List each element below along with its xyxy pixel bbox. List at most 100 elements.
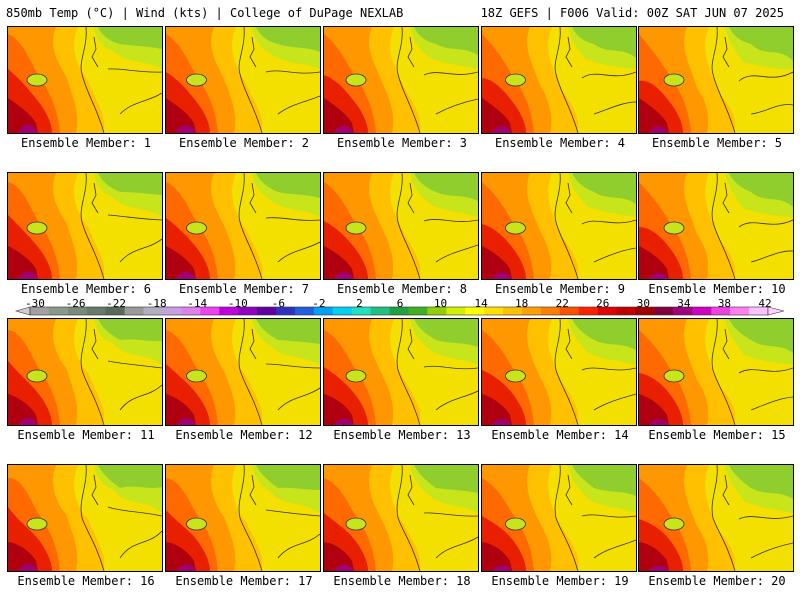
temperature-map <box>639 173 793 279</box>
contour-line <box>750 542 793 559</box>
colorbar-segment <box>616 307 637 315</box>
warm-pocket-contour <box>346 74 366 86</box>
contour-line <box>119 530 162 559</box>
colorbar-segment <box>692 307 712 315</box>
warm-pocket-outline <box>505 73 526 87</box>
colorbar-segment <box>465 307 485 315</box>
ensemble-member-map <box>7 318 163 426</box>
contour-line <box>407 182 415 214</box>
dark-red-temperature-zone <box>8 98 38 133</box>
contour-line <box>407 474 415 506</box>
colorbar-tick-label: -22 <box>106 297 127 310</box>
contour-line <box>249 328 257 360</box>
dark-red-temperature-zone <box>166 542 196 571</box>
colorbar-tick-label: -26 <box>65 297 86 310</box>
ensemble-member-map <box>638 172 794 280</box>
contour-line <box>554 173 579 279</box>
contour-line <box>750 250 793 263</box>
contour-line <box>80 173 105 279</box>
green-temperature-zone <box>566 465 636 496</box>
magenta-temperature-zone <box>18 124 38 133</box>
magenta-temperature-zone <box>649 419 669 425</box>
contour-line <box>119 384 162 411</box>
ensemble-member-label: Ensemble Member: 11 <box>17 428 155 442</box>
dark-red-temperature-zone <box>8 246 38 279</box>
colorbar-max-arrow <box>767 306 785 316</box>
contour-line <box>107 506 162 517</box>
ensemble-member-label: Ensemble Member: 14 <box>491 428 629 442</box>
magenta-temperature-zone <box>492 565 512 571</box>
colorbar-segment <box>200 307 220 315</box>
temperature-map <box>8 319 162 425</box>
ensemble-member-map <box>481 26 637 134</box>
warm-pocket-contour <box>505 518 526 530</box>
colorbar-segment <box>635 307 655 315</box>
colorbar-segment <box>522 307 542 315</box>
colorbar-tick-label: 42 <box>758 297 772 310</box>
warm-pocket-contour <box>27 222 47 234</box>
magenta-temperature-zone <box>176 564 196 571</box>
colorbar-segment <box>294 307 315 315</box>
colorbar-segment <box>370 307 391 315</box>
contour-line <box>722 36 730 68</box>
dark-red-temperature-zone <box>8 542 38 571</box>
contour-line <box>554 465 579 571</box>
warm-pocket-outline <box>663 73 685 87</box>
contour-line <box>107 214 162 221</box>
temperature-map <box>482 319 636 425</box>
contour-line <box>238 319 263 425</box>
magenta-temperature-zone <box>18 417 38 425</box>
green-temperature-zone <box>92 173 162 195</box>
colorbar-segment <box>597 307 618 315</box>
contour-line <box>277 95 320 115</box>
warm-pocket-outline <box>186 221 207 235</box>
colorbar-segment <box>578 307 599 315</box>
green-temperature-zone <box>408 173 478 201</box>
temperature-map <box>8 27 162 133</box>
colorbar-segment <box>313 307 334 315</box>
ensemble-member-map <box>165 26 321 134</box>
ensemble-member-label: Ensemble Member: 5 <box>651 136 783 150</box>
contour-line <box>435 244 478 263</box>
ensemble-member-label: Ensemble Member: 10 <box>648 282 786 296</box>
contour-line <box>593 539 636 559</box>
contour-line <box>711 173 736 279</box>
colorbar-tick-label: 22 <box>555 297 569 310</box>
temperature-map <box>166 465 320 571</box>
green-temperature-zone <box>723 173 793 207</box>
ensemble-member-label: Ensemble Member: 8 <box>336 282 468 296</box>
contour-line <box>738 71 793 82</box>
colorbar-segment <box>162 307 182 315</box>
contour-line <box>554 27 579 133</box>
ensemble-member-map <box>481 318 637 426</box>
green-temperature-zone <box>92 27 162 49</box>
ensemble-member-label: Ensemble Member: 3 <box>336 136 468 150</box>
contour-line <box>396 465 421 571</box>
colorbar-tick-label: 10 <box>433 297 448 310</box>
colorbar-tick-label: -18 <box>146 297 167 310</box>
colorbar-segment <box>67 307 88 315</box>
warm-pocket-contour <box>664 370 684 382</box>
ensemble-member-label: Ensemble Member: 6 <box>20 282 152 296</box>
colorbar-segment <box>351 307 372 315</box>
colorbar-tick-label: -6 <box>271 297 285 310</box>
contour-line <box>423 71 478 76</box>
warm-pocket-outline <box>26 221 48 235</box>
dark-red-temperature-zone <box>639 542 669 571</box>
colorbar-tick-label: 18 <box>515 297 529 310</box>
warm-pocket-outline <box>663 369 685 383</box>
dark-red-temperature-zone <box>166 98 196 133</box>
green-temperature-zone <box>723 465 793 499</box>
green-temperature-zone <box>723 27 793 61</box>
ensemble-member-label: Ensemble Member: 20 <box>648 574 786 588</box>
green-temperature-zone <box>408 465 478 493</box>
temperature-map <box>166 319 320 425</box>
warm-pocket-outline <box>663 517 685 531</box>
colorbar-tick-label: -10 <box>227 297 248 310</box>
green-temperature-zone <box>250 173 320 198</box>
magenta-temperature-zone <box>334 272 354 279</box>
contour-line <box>80 319 105 425</box>
warm-pocket-outline <box>186 369 207 383</box>
colorbar-segment <box>427 307 447 315</box>
colorbar-segment <box>749 307 769 315</box>
